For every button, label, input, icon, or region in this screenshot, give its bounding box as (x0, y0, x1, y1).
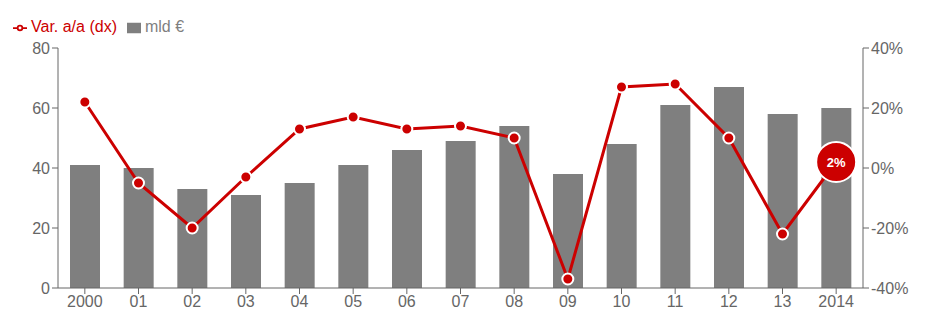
svg-text:20: 20 (32, 220, 50, 237)
svg-text:03: 03 (237, 293, 255, 310)
svg-text:60: 60 (32, 100, 50, 117)
svg-text:-40%: -40% (871, 280, 908, 297)
svg-text:12: 12 (720, 293, 738, 310)
svg-text:09: 09 (559, 293, 577, 310)
svg-text:11: 11 (667, 293, 684, 310)
svg-text:13: 13 (774, 293, 792, 310)
svg-text:04: 04 (291, 293, 309, 310)
svg-text:40%: 40% (871, 40, 903, 57)
svg-text:05: 05 (344, 293, 362, 310)
svg-text:02: 02 (183, 293, 201, 310)
svg-text:07: 07 (452, 293, 470, 310)
svg-text:10: 10 (613, 293, 631, 310)
svg-text:2%: 2% (827, 155, 846, 170)
svg-text:80: 80 (32, 40, 50, 57)
svg-text:2014: 2014 (818, 293, 854, 310)
svg-text:0%: 0% (871, 160, 894, 177)
html-text:Var. a/a (dx): Var. a/a (dx) (31, 18, 117, 35)
svg-text:40: 40 (32, 160, 50, 177)
svg-text:-20%: -20% (871, 220, 908, 237)
svg-text:0: 0 (41, 280, 50, 297)
html-text:mld €: mld € (145, 18, 185, 35)
svg-text:06: 06 (398, 293, 416, 310)
svg-text:20%: 20% (871, 100, 903, 117)
svg-text:08: 08 (505, 293, 523, 310)
svg-text:2000: 2000 (67, 293, 103, 310)
svg-text:01: 01 (130, 293, 148, 310)
